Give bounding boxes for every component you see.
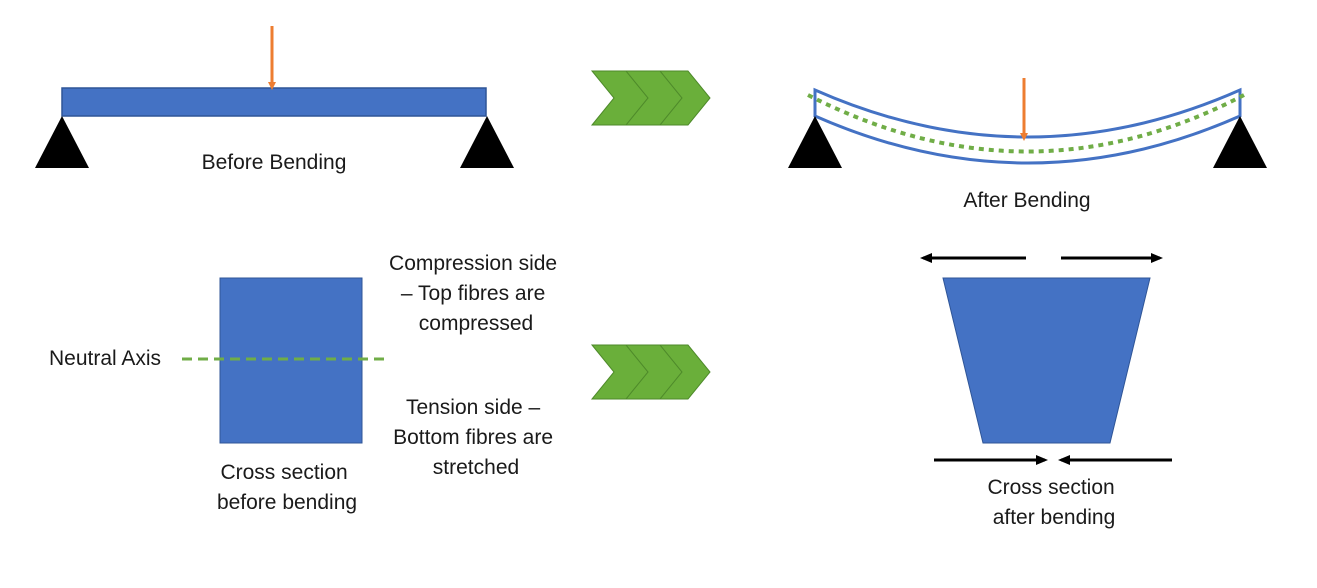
triple-chevron-icon-bottom — [590, 344, 711, 400]
straight-beam — [61, 87, 487, 117]
neutral-axis-label: Neutral Axis — [49, 347, 161, 370]
left-support-after-icon — [788, 116, 842, 168]
triple-chevron-icon-top — [590, 70, 711, 126]
beam-before-group — [35, 26, 514, 168]
cross-section-rectangle — [219, 277, 363, 444]
right-support-icon — [460, 116, 514, 168]
compression-side-label: Compression side – Top fibres are compre… — [389, 252, 563, 335]
cross-section-before-label: Cross section before bending — [217, 461, 357, 514]
deformed-cross-section — [942, 277, 1151, 444]
cross-section-after-label: Cross section after bending — [987, 476, 1120, 529]
beam-after-group — [788, 78, 1267, 168]
before-bending-label: Before Bending — [202, 151, 347, 174]
tension-side-label: Tension side – Bottom fibres are stretch… — [393, 396, 559, 479]
right-support-after-icon — [1213, 116, 1267, 168]
left-support-icon — [35, 116, 89, 168]
after-bending-label: After Bending — [963, 189, 1090, 212]
bent-neutral-axis — [807, 93, 1245, 154]
